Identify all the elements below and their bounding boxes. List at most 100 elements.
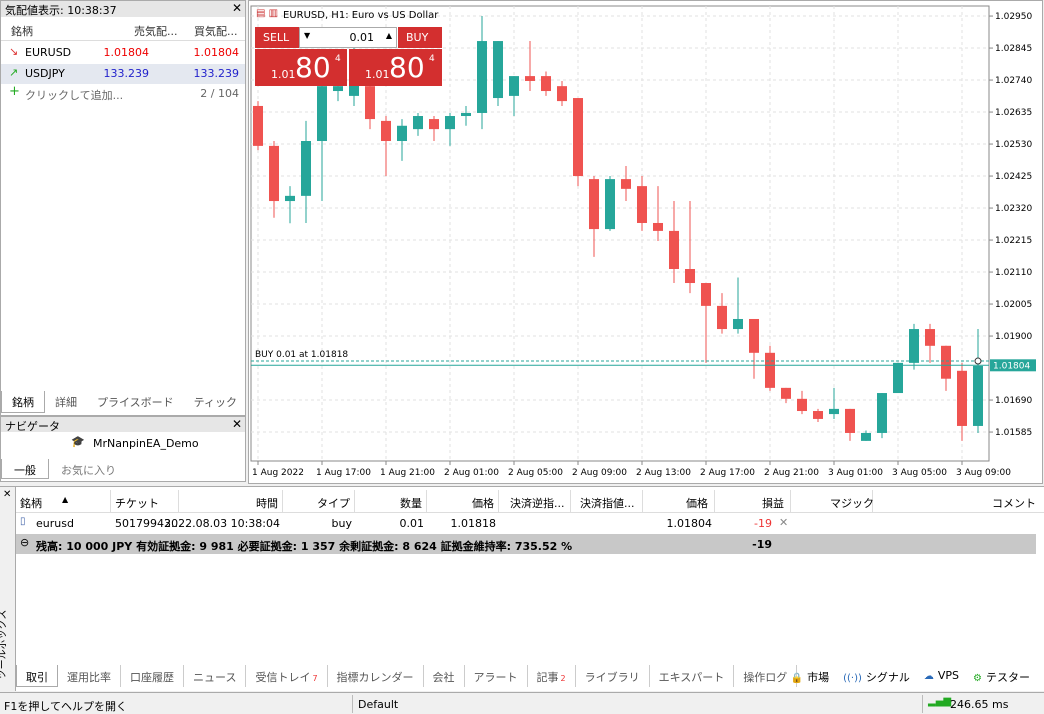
x-tick-label: 2 Aug 05:00: [508, 468, 563, 478]
ea-icon: 🎓: [71, 435, 85, 448]
tab[interactable]: お気に入り: [61, 464, 116, 477]
tool-icon: ((·)): [843, 673, 862, 684]
column-header[interactable]: チケット: [115, 497, 159, 510]
column-divider: [790, 490, 791, 512]
tab[interactable]: 運用比率: [58, 665, 121, 687]
x-tick-label: 3 Aug 09:00: [956, 468, 1011, 478]
bid-label: 1.01804: [993, 361, 1030, 371]
x-tick-label: 2 Aug 21:00: [764, 468, 819, 478]
tab[interactable]: 記事 2: [528, 665, 576, 687]
summary-bar: [16, 534, 1036, 554]
candle-body: [589, 179, 599, 230]
tool[interactable]: ☁ VPS: [924, 669, 959, 685]
column-divider: [110, 490, 111, 512]
tab[interactable]: 銘柄: [1, 391, 45, 413]
candle-body: [413, 116, 423, 130]
candle-body: [525, 76, 535, 81]
candle-body: [333, 86, 343, 92]
price-button[interactable]: 1.01 80 4: [349, 49, 442, 86]
tab[interactable]: ニュース: [184, 665, 247, 687]
signal-icon: ▂▄▆: [928, 696, 952, 707]
close-position[interactable]: ✕: [779, 516, 789, 529]
column-header[interactable]: 価格: [686, 497, 708, 510]
y-tick-label: 1.02425: [995, 172, 1032, 182]
column-divider: [178, 490, 179, 512]
candle-body: [765, 352, 775, 388]
tool-label: テスター: [986, 671, 1030, 684]
spin-up[interactable]: ▲: [385, 31, 392, 40]
trend-arrow: ↘: [9, 45, 19, 58]
tab[interactable]: ライブラリ: [576, 665, 650, 687]
x-tick-label: 3 Aug 05:00: [892, 468, 947, 478]
tab[interactable]: 口座履歴: [121, 665, 184, 687]
tool[interactable]: ((·)) シグナル: [843, 669, 910, 685]
close-button[interactable]: ✕: [232, 417, 243, 431]
column-header[interactable]: 銘柄: [20, 497, 42, 510]
column-header[interactable]: 価格: [472, 497, 494, 510]
candle-body: [797, 398, 807, 412]
chart-window: 1.02950 1.02845 1.02740 1.02635 1.02530 1.024…: [248, 0, 1043, 484]
column-header[interactable]: 損益: [762, 497, 784, 510]
candle-body: [509, 76, 519, 96]
candle-body: [541, 76, 551, 92]
candle-body: [429, 119, 439, 130]
add-symbol[interactable]: クリックして追加...: [25, 89, 124, 102]
collapse-icon[interactable]: ⊖: [20, 536, 30, 549]
candle-body: [861, 432, 871, 441]
ea-item[interactable]: MrNanpinEA_Demo: [93, 437, 199, 450]
candle-body: [653, 222, 663, 231]
bid: 1.01804: [103, 46, 150, 59]
volume[interactable]: 0.01: [349, 31, 375, 44]
tab[interactable]: 指標カレンダー: [328, 665, 424, 687]
close-button[interactable]: ✕: [232, 1, 243, 15]
x-tick-label: 2 Aug 13:00: [636, 468, 691, 478]
price-small: 1.01: [365, 68, 390, 81]
header-rule: [1, 40, 245, 41]
column-header[interactable]: マジック: [830, 497, 874, 510]
column-header: 銘柄: [11, 25, 33, 38]
candle-body: [845, 408, 855, 433]
tool-label: VPS: [937, 669, 960, 682]
column-header[interactable]: 決済指値...: [580, 497, 635, 510]
tab[interactable]: 受信トレイ 7: [246, 665, 328, 687]
candle-body: [253, 105, 263, 146]
column-header[interactable]: コメント: [992, 497, 1036, 510]
toolbox-close[interactable]: ✕: [3, 489, 12, 500]
column-divider: [498, 490, 499, 512]
column-header[interactable]: 数量: [400, 497, 422, 510]
column-header[interactable]: タイプ: [317, 497, 350, 510]
tab[interactable]: 操作ログ: [734, 665, 798, 687]
symbol-row[interactable]: ↗ USDJPY 133.239 133.239: [1, 64, 245, 84]
tab[interactable]: 一般: [1, 459, 49, 479]
spin-down[interactable]: ▼: [304, 31, 311, 40]
tab[interactable]: 会社: [424, 665, 465, 687]
tool[interactable]: 🔒 市場: [791, 669, 829, 685]
tool[interactable]: ⚙ テスター: [973, 669, 1030, 685]
tab[interactable]: エキスパート: [650, 665, 735, 687]
tab[interactable]: 詳細: [55, 396, 77, 409]
column-header[interactable]: 決済逆指...: [510, 497, 565, 510]
toolbox-tools: 🔒 市場 ((·)) シグナル ☁ VPS ⚙ テスター: [791, 669, 1030, 685]
buy-button[interactable]: BUY: [398, 27, 442, 48]
cell-time: 2022.08.03 10:38:04: [164, 517, 280, 530]
y-tick-label: 1.02530: [995, 140, 1032, 150]
price-button[interactable]: 1.01 80 4: [255, 49, 347, 86]
tab[interactable]: プライスボード: [97, 396, 174, 409]
candle-body: [941, 345, 951, 379]
tab[interactable]: 取引: [16, 665, 58, 687]
candle-body: [637, 186, 647, 223]
column-header[interactable]: 時間: [256, 497, 278, 510]
price-big: 80: [389, 51, 425, 84]
cell-current: 1.01804: [666, 517, 713, 530]
x-tick-label: 2 Aug 09:00: [572, 468, 627, 478]
status-help: F1を押してヘルプを開く: [4, 700, 127, 713]
y-tick-label: 1.02845: [995, 44, 1032, 54]
panel-title-bar: [1, 417, 245, 432]
tab[interactable]: ティック: [193, 396, 238, 409]
summary-profit: -19: [752, 538, 772, 551]
cell-type: buy: [331, 517, 352, 530]
candle-body: [461, 112, 471, 117]
y-tick-label: 1.02950: [995, 12, 1032, 22]
tab[interactable]: アラート: [465, 665, 528, 687]
symbol-row[interactable]: ↘ EURUSD 1.01804 1.01804: [1, 43, 245, 63]
